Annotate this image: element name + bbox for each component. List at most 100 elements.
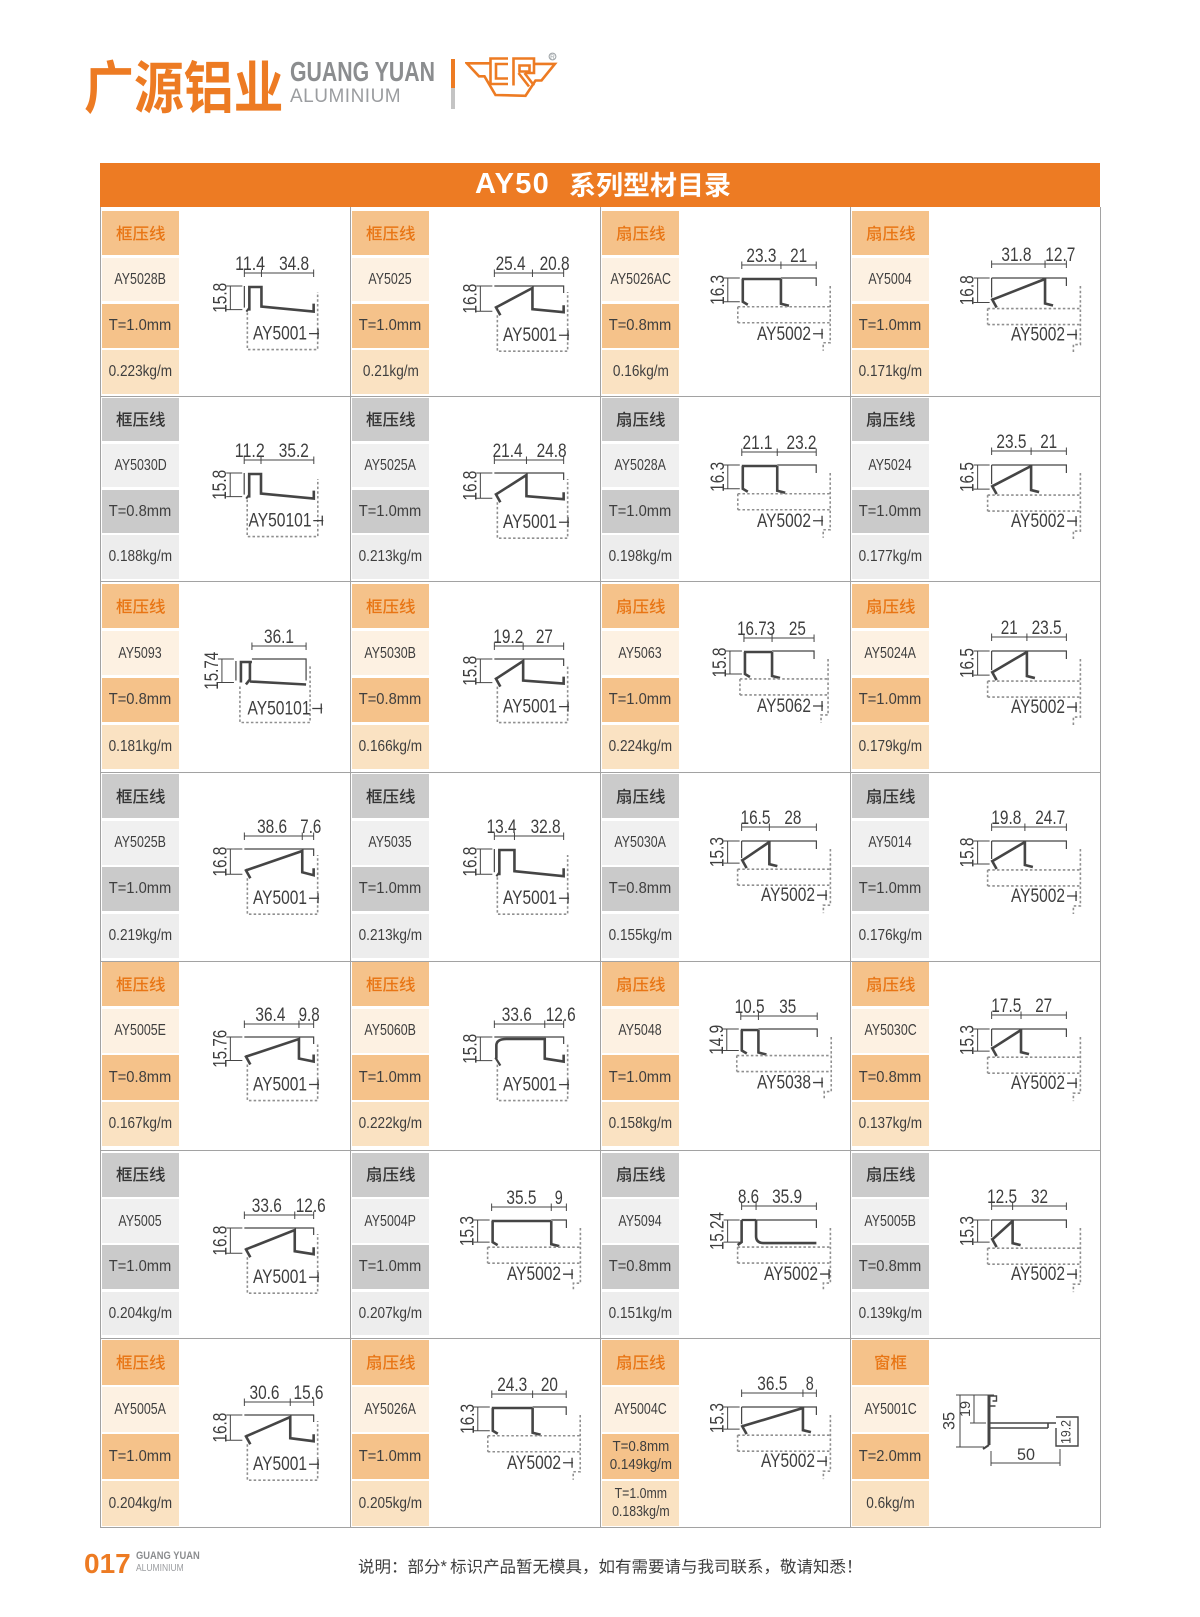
svg-text:AY5002: AY5002 (764, 1264, 818, 1285)
svg-text:10.5: 10.5 (735, 997, 765, 1018)
svg-text:15.8: 15.8 (460, 656, 481, 686)
svg-text:32: 32 (1031, 1187, 1048, 1208)
svg-text:AY5002: AY5002 (507, 1264, 561, 1285)
svg-text:16.8: 16.8 (460, 284, 481, 314)
svg-text:AY5002: AY5002 (757, 324, 811, 345)
svg-text:AY5038: AY5038 (757, 1073, 811, 1094)
svg-text:35.9: 35.9 (772, 1187, 802, 1208)
svg-text:36.1: 36.1 (264, 627, 294, 648)
svg-text:15.3: 15.3 (708, 1403, 729, 1433)
svg-text:25: 25 (789, 619, 806, 640)
svg-text:24.8: 24.8 (537, 441, 567, 462)
svg-text:AY50101: AY50101 (248, 698, 311, 719)
svg-text:16.8: 16.8 (958, 276, 979, 306)
svg-text:12.5: 12.5 (987, 1187, 1017, 1208)
svg-text:16.5: 16.5 (958, 648, 979, 678)
svg-text:17.5: 17.5 (991, 996, 1021, 1017)
svg-text:33.6: 33.6 (252, 1196, 282, 1217)
svg-text:15.8: 15.8 (958, 837, 979, 867)
svg-text:12.6: 12.6 (296, 1196, 326, 1217)
svg-text:23.5: 23.5 (1032, 618, 1062, 639)
svg-text:AY5001: AY5001 (503, 697, 557, 718)
svg-text:38.6: 38.6 (257, 817, 287, 838)
svg-text:32.8: 32.8 (531, 817, 561, 838)
svg-text:14.9: 14.9 (707, 1025, 728, 1055)
svg-text:R: R (550, 54, 555, 61)
svg-text:15.6: 15.6 (294, 1383, 324, 1404)
svg-text:20.8: 20.8 (540, 254, 570, 275)
svg-text:23.2: 23.2 (787, 433, 817, 454)
svg-text:8.6: 8.6 (738, 1187, 759, 1208)
svg-text:24.7: 24.7 (1035, 808, 1065, 829)
svg-text:8: 8 (806, 1374, 814, 1395)
svg-text:23.3: 23.3 (746, 246, 776, 267)
svg-text:35.2: 35.2 (279, 441, 309, 462)
svg-text:AY5001: AY5001 (253, 1267, 307, 1288)
svg-text:AY5001: AY5001 (503, 513, 557, 534)
svg-text:19.2: 19.2 (493, 627, 523, 648)
svg-text:AY5001: AY5001 (503, 326, 557, 347)
svg-text:AY5002: AY5002 (1011, 511, 1065, 532)
svg-text:AY50101: AY50101 (249, 511, 312, 532)
svg-text:21: 21 (790, 246, 807, 267)
svg-text:16.3: 16.3 (458, 1404, 479, 1434)
svg-text:33.6: 33.6 (502, 1005, 532, 1026)
svg-text:AY5001: AY5001 (503, 888, 557, 909)
svg-text:35.5: 35.5 (506, 1188, 536, 1209)
svg-text:15.3: 15.3 (708, 837, 729, 867)
svg-text:23.5: 23.5 (996, 432, 1026, 453)
svg-text:15.8: 15.8 (210, 470, 231, 500)
svg-text:AY5002: AY5002 (1011, 697, 1065, 718)
svg-text:36.4: 36.4 (255, 1005, 285, 1026)
svg-text:15.8: 15.8 (210, 283, 231, 313)
svg-text:AY5002: AY5002 (1011, 886, 1065, 907)
svg-text:AY5001: AY5001 (503, 1075, 557, 1096)
svg-text:27: 27 (536, 627, 553, 648)
svg-text:34.8: 34.8 (279, 254, 309, 275)
svg-text:AY5002: AY5002 (757, 511, 811, 532)
svg-text:13.4: 13.4 (487, 817, 517, 838)
svg-text:AY5001: AY5001 (253, 1454, 307, 1475)
svg-text:24.3: 24.3 (497, 1375, 527, 1396)
svg-text:16.5: 16.5 (958, 462, 979, 492)
svg-text:AY5002: AY5002 (761, 1451, 815, 1472)
svg-text:35: 35 (939, 1412, 958, 1430)
svg-text:15.8: 15.8 (710, 647, 731, 677)
svg-text:AY5001: AY5001 (253, 888, 307, 909)
svg-text:16.5: 16.5 (741, 808, 771, 829)
svg-text:30.6: 30.6 (250, 1383, 280, 1404)
svg-text:12.7: 12.7 (1045, 245, 1075, 266)
svg-text:AY5002: AY5002 (1011, 1264, 1065, 1285)
svg-text:AY5002: AY5002 (761, 885, 815, 906)
svg-text:11.4: 11.4 (235, 254, 265, 275)
svg-text:28: 28 (784, 808, 801, 829)
svg-text:AY5062: AY5062 (757, 696, 811, 717)
svg-text:16.8: 16.8 (210, 1413, 231, 1443)
svg-text:27: 27 (1035, 996, 1052, 1017)
svg-text:AY5002: AY5002 (1011, 325, 1065, 346)
svg-text:15.76: 15.76 (210, 1030, 231, 1068)
svg-text:7.6: 7.6 (300, 817, 321, 838)
svg-text:15.3: 15.3 (958, 1025, 979, 1055)
svg-text:16.8: 16.8 (210, 847, 231, 877)
svg-text:36.5: 36.5 (757, 1374, 787, 1395)
svg-text:AY5001: AY5001 (253, 1075, 307, 1096)
svg-text:19.8: 19.8 (991, 808, 1021, 829)
svg-text:11.2: 11.2 (235, 441, 265, 462)
svg-text:25.4: 25.4 (496, 254, 526, 275)
svg-text:35: 35 (779, 997, 796, 1018)
svg-text:16.3: 16.3 (708, 462, 729, 492)
svg-text:15.3: 15.3 (958, 1216, 979, 1246)
svg-text:21: 21 (1001, 618, 1018, 639)
svg-text:19.2: 19.2 (1058, 1420, 1074, 1444)
svg-text:16.8: 16.8 (460, 471, 481, 501)
svg-text:31.8: 31.8 (1001, 245, 1031, 266)
svg-text:15.8: 15.8 (460, 1034, 481, 1064)
svg-text:9: 9 (555, 1188, 563, 1209)
svg-text:9.8: 9.8 (299, 1005, 320, 1026)
svg-text:15.24: 15.24 (708, 1212, 729, 1250)
svg-text:AY5002: AY5002 (1011, 1073, 1065, 1094)
svg-text:AY5001: AY5001 (253, 324, 307, 345)
svg-text:21.4: 21.4 (493, 441, 523, 462)
svg-text:16.8: 16.8 (460, 847, 481, 877)
